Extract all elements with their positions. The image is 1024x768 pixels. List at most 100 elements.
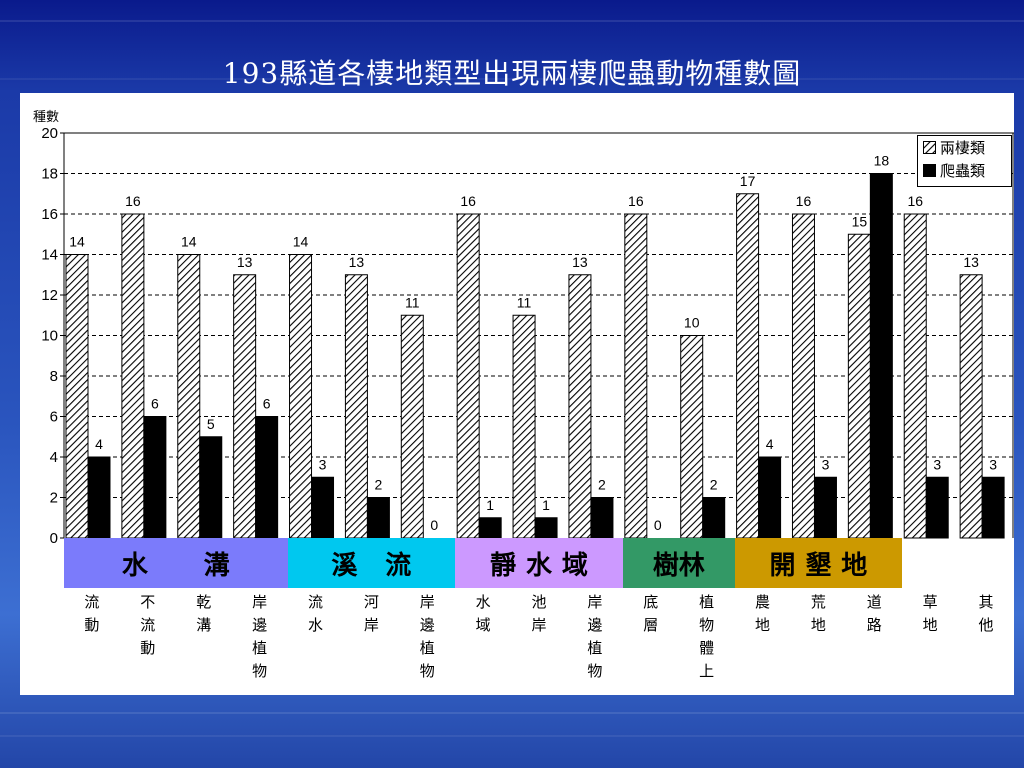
bar-amphibians [400,314,424,539]
data-label-amphibians: 17 [740,173,756,189]
habitat-group-band: 樹林 [622,538,735,588]
bar-reptiles [255,416,279,539]
x-tick-label: 不流動 [140,593,156,657]
y-tick-label: 2 [50,490,58,507]
bar-reptiles [702,497,726,539]
y-tick-label: 20 [41,125,58,142]
habitat-group-char: 域 [561,550,588,581]
bar-reptiles [311,476,335,539]
data-label-amphibians: 16 [796,193,812,209]
data-label-reptiles: 3 [319,456,327,472]
bar-reptiles [478,517,502,539]
x-tick-label: 農地 [755,593,771,634]
habitat-group-char: 地 [841,550,868,581]
data-label-reptiles: 3 [822,456,830,472]
habitat-group-char: 水 [525,550,552,581]
y-tick-label: 0 [50,530,58,547]
habitat-group-band: 溪流 [287,538,456,588]
data-label-reptiles: 6 [263,396,271,412]
habitat-group-char: 靜 [490,550,517,581]
y-tick-label: 18 [41,166,58,183]
bar-reptiles [87,456,111,539]
bar-amphibians [847,233,871,539]
bar-reptiles [813,476,837,539]
data-label-amphibians: 10 [684,315,700,331]
habitat-group-band: 靜水域 [455,538,623,588]
bar-amphibians [121,213,145,539]
bar-amphibians [233,274,257,539]
data-label-reptiles: 1 [542,497,550,513]
data-label-amphibians: 16 [460,193,476,209]
data-label-amphibians: 11 [405,294,420,310]
chart-legend: 兩棲類 爬蟲類 [917,135,1012,187]
data-label-amphibians: 13 [237,254,253,270]
bar-amphibians [65,254,89,539]
data-label-reptiles: 2 [375,477,383,493]
bar-reptiles [199,436,223,539]
bar-amphibians [512,314,536,539]
data-label-amphibians: 16 [628,193,644,209]
data-label-amphibians: 13 [349,254,365,270]
bar-reptiles [590,497,614,539]
data-label-reptiles: 2 [710,477,718,493]
x-tick-label: 其他 [978,593,994,634]
bar-reptiles [366,497,390,539]
x-tick-label: 道路 [866,593,882,634]
y-tick-label: 16 [41,206,58,223]
data-label-amphibians: 13 [963,254,979,270]
data-label-reptiles: 1 [486,497,494,513]
data-label-amphibians: 16 [907,193,923,209]
chart-panel: 種數 14 16 14 13 14 13 11 16 11 13 16 10 17 16 15 16 13 4 6 5… [20,93,1014,695]
y-tick-label: 14 [41,247,58,264]
habitat-group-band: 水溝 [64,538,288,588]
data-label-reptiles: 0 [430,517,438,533]
x-tick-label: 岸邊植物 [419,593,435,680]
x-tick-label: 流動 [84,593,100,634]
bar-reptiles [869,173,893,539]
x-tick-label: 水域 [475,593,491,634]
bar-amphibians [568,274,592,539]
bar-amphibians [903,213,927,539]
legend-swatch-black [923,164,936,177]
x-tick-label: 草地 [922,593,938,634]
y-tick-label: 12 [41,287,58,304]
data-label-reptiles: 5 [207,416,215,432]
data-label-reptiles: 0 [654,517,662,533]
habitat-group-band: 開墾地 [734,538,903,588]
y-axis-label: 種數 [33,110,60,125]
y-tick-label: 8 [50,368,58,385]
legend-label-amphibians: 兩棲類 [940,139,986,157]
data-label-amphibians: 11 [517,294,532,310]
x-tick-label: 植物體上 [699,593,715,680]
bar-amphibians [736,193,760,539]
legend-item-amphibians: 兩棲類 [923,136,1011,159]
y-tick-label: 4 [50,449,58,466]
data-label-reptiles: 3 [933,456,941,472]
bar-reptiles [925,476,949,539]
y-tick-label: 6 [50,409,58,426]
x-tick-label: 河岸 [363,593,379,634]
data-label-reptiles: 4 [766,436,774,452]
data-label-amphibians: 16 [125,193,141,209]
habitat-group-char: 水 [121,550,148,581]
x-tick-label: 荒地 [810,593,826,634]
bar-amphibians [289,254,313,539]
habitat-group-char: 墾 [805,550,832,581]
data-label-amphibians: 14 [69,234,85,250]
bar-amphibians [344,274,368,539]
legend-swatch-hatched [923,141,936,154]
bar-amphibians [456,213,480,539]
bar-reptiles [981,476,1005,539]
habitat-group-char: 開 [769,550,796,581]
data-label-reptiles: 2 [598,477,606,493]
habitat-group-char: 林 [678,550,705,581]
bar-reptiles [758,456,782,539]
legend-item-reptiles: 爬蟲類 [923,159,1011,182]
bar-reptiles [143,416,167,539]
slide-title: 193縣道各棲地類型出現兩棲爬蟲動物種數圖 [222,57,802,90]
x-tick-label: 流水 [307,593,323,634]
data-label-reptiles: 4 [95,436,103,452]
data-label-amphibians: 13 [572,254,588,270]
x-tick-label: 底層 [643,593,659,634]
bar-amphibians [791,213,815,539]
